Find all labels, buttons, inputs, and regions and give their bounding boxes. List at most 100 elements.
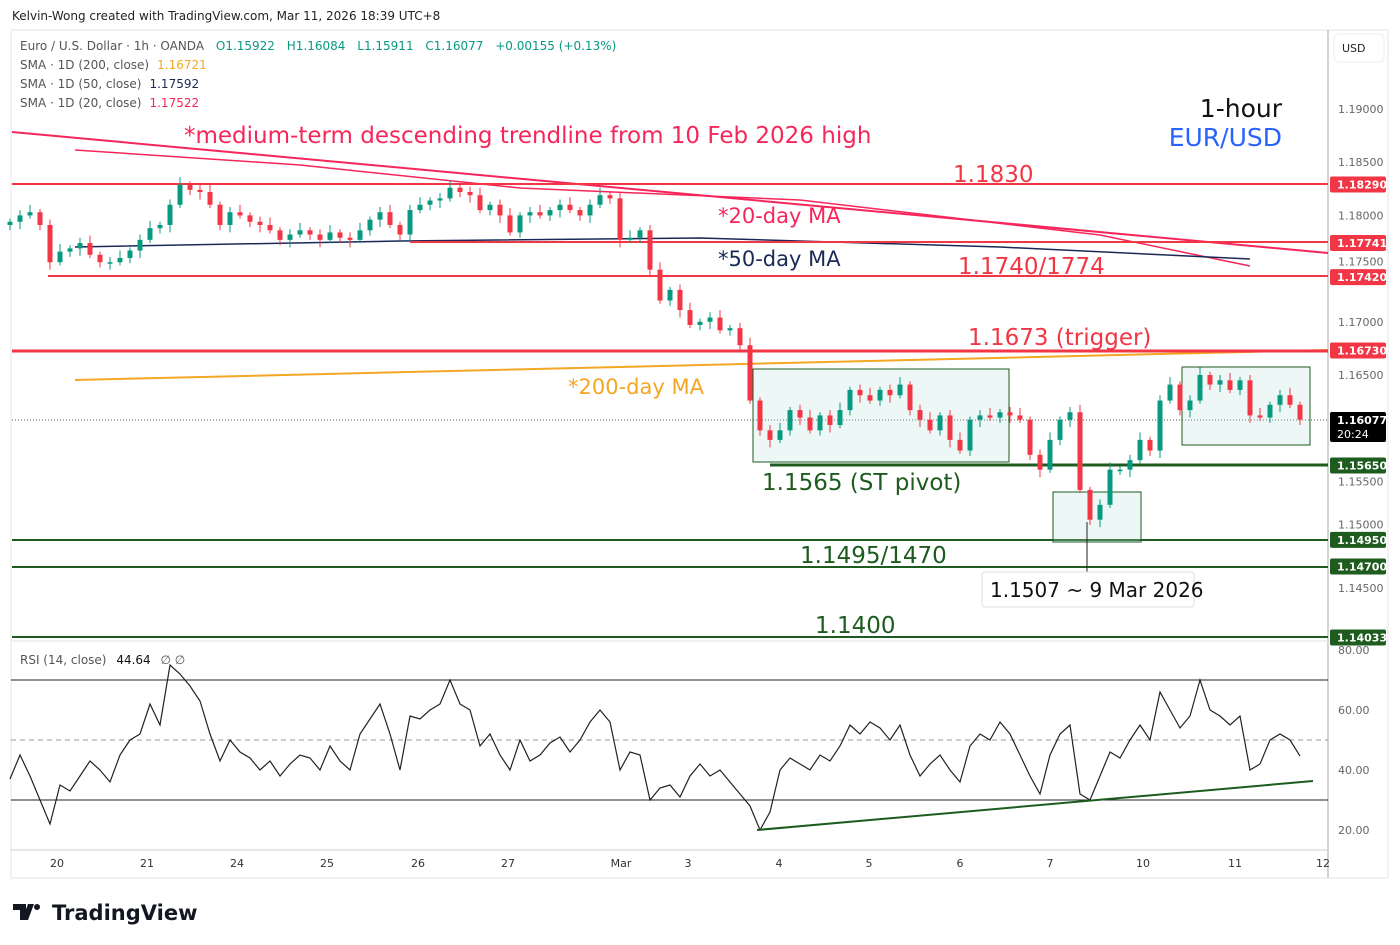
price-tag-label: 1.14033 bbox=[1337, 631, 1387, 644]
candle bbox=[517, 212, 523, 238]
time-axis[interactable]: 20 21 24 25 26 27 Mar 3 4 5 6 7 10 11 12 bbox=[50, 857, 1330, 870]
candle bbox=[57, 244, 63, 266]
candle-body bbox=[1077, 412, 1083, 490]
candle-body bbox=[407, 210, 413, 235]
low-callout-text: 1.1507 ~ 9 Mar 2026 bbox=[990, 578, 1204, 602]
price-tag-label: 1.15650 bbox=[1337, 459, 1387, 472]
candle-body bbox=[787, 410, 793, 431]
candle-body bbox=[327, 232, 333, 240]
candle bbox=[897, 377, 903, 399]
low-value: L1.15911 bbox=[357, 39, 413, 53]
candle-body bbox=[357, 230, 363, 240]
candle bbox=[1037, 449, 1043, 478]
candle bbox=[807, 410, 813, 434]
candle-body bbox=[77, 243, 83, 249]
candle bbox=[97, 251, 103, 268]
candle bbox=[1277, 389, 1283, 413]
svg-text:SMA · 1D (50, close)1.17592: SMA · 1D (50, close) 1.17592 bbox=[20, 77, 199, 91]
candle-body bbox=[257, 221, 263, 225]
range-box-2[interactable] bbox=[1052, 491, 1142, 543]
candle-body bbox=[297, 230, 303, 235]
candle bbox=[617, 193, 623, 248]
price-axis[interactable]: 1.18290 1.17741 1.17420 1.16730 1.1607720:24… bbox=[1330, 103, 1387, 646]
candle bbox=[677, 284, 683, 318]
candle bbox=[397, 221, 403, 240]
s1-label: 1.1495/1470 bbox=[800, 543, 947, 569]
candle bbox=[787, 406, 793, 436]
candle-body bbox=[1067, 412, 1073, 420]
candle bbox=[1047, 432, 1053, 473]
candle bbox=[497, 199, 503, 223]
candle-body bbox=[1237, 380, 1243, 390]
candle bbox=[717, 310, 723, 334]
candle bbox=[527, 206, 533, 223]
candle bbox=[117, 250, 123, 266]
candle-body bbox=[1187, 400, 1193, 411]
symbol-name: Euro / U.S. Dollar · 1h · OANDA bbox=[20, 39, 205, 53]
candle-body bbox=[417, 204, 423, 211]
low-callout-box[interactable] bbox=[981, 571, 1195, 608]
drawings-layer bbox=[11, 131, 1329, 638]
time-tick-label: 12 bbox=[1316, 857, 1330, 870]
currency-button[interactable] bbox=[1333, 33, 1385, 63]
candle bbox=[107, 256, 113, 270]
candle-body bbox=[427, 200, 433, 205]
candle-body bbox=[1037, 454, 1043, 470]
candle-body bbox=[597, 195, 603, 205]
candle bbox=[467, 186, 473, 203]
candle-body bbox=[47, 224, 53, 263]
candle-body bbox=[337, 232, 343, 238]
candle bbox=[367, 216, 373, 236]
rsi-line bbox=[9, 663, 1301, 832]
candle-body bbox=[747, 345, 753, 401]
candle bbox=[357, 222, 363, 244]
candle bbox=[627, 230, 633, 244]
candle bbox=[1237, 377, 1243, 396]
rsi-tick-label: 20.00 bbox=[1338, 824, 1370, 837]
candle bbox=[267, 217, 273, 234]
candle-body bbox=[1257, 415, 1263, 418]
candle bbox=[1227, 372, 1233, 394]
sma20-value: 1.17522 bbox=[149, 96, 199, 110]
candle-body bbox=[917, 410, 923, 420]
s2-label: 1.1400 bbox=[815, 613, 895, 639]
candle bbox=[927, 412, 933, 434]
candle bbox=[1017, 407, 1023, 423]
price-tag bbox=[1330, 531, 1386, 548]
rsi-trendline[interactable] bbox=[756, 780, 1314, 831]
candle bbox=[547, 206, 553, 221]
candle-body bbox=[387, 212, 393, 225]
candle-body bbox=[667, 289, 673, 301]
candle-body bbox=[37, 212, 43, 225]
candle bbox=[317, 229, 323, 248]
symbol-legend[interactable]: Euro / U.S. Dollar · 1h · OANDA O1.15922… bbox=[20, 39, 616, 110]
candle bbox=[197, 184, 203, 200]
rsi-value: 44.64 bbox=[116, 653, 150, 667]
rsi-flags: ∅ ∅ bbox=[161, 653, 186, 667]
sma200-value: 1.16721 bbox=[157, 58, 207, 72]
descending-trendline[interactable] bbox=[11, 131, 1329, 254]
candle-body bbox=[1127, 460, 1133, 470]
rsi-axis: 80.00 60.00 40.00 20.00 bbox=[1338, 644, 1370, 837]
candle-body bbox=[1197, 375, 1203, 401]
trendline-label: *medium-term descending trendline from 1… bbox=[184, 123, 871, 149]
candle-body bbox=[527, 212, 533, 216]
candle bbox=[597, 187, 603, 208]
price-tag bbox=[1330, 412, 1386, 443]
candle bbox=[997, 409, 1003, 423]
candle-body bbox=[267, 224, 273, 231]
candle-body bbox=[537, 212, 543, 216]
candle bbox=[777, 422, 783, 444]
candle-body bbox=[647, 230, 653, 270]
range-box-1[interactable] bbox=[752, 368, 1010, 463]
candle-body bbox=[57, 251, 63, 263]
candle-body bbox=[87, 243, 93, 255]
candle bbox=[1187, 395, 1193, 418]
price-tick-label: 1.15500 bbox=[1338, 475, 1384, 488]
time-tick-label: 10 bbox=[1136, 857, 1150, 870]
candle bbox=[507, 207, 513, 236]
candle-body bbox=[7, 221, 13, 225]
time-tick-label: 3 bbox=[685, 857, 692, 870]
candle bbox=[1127, 454, 1133, 478]
